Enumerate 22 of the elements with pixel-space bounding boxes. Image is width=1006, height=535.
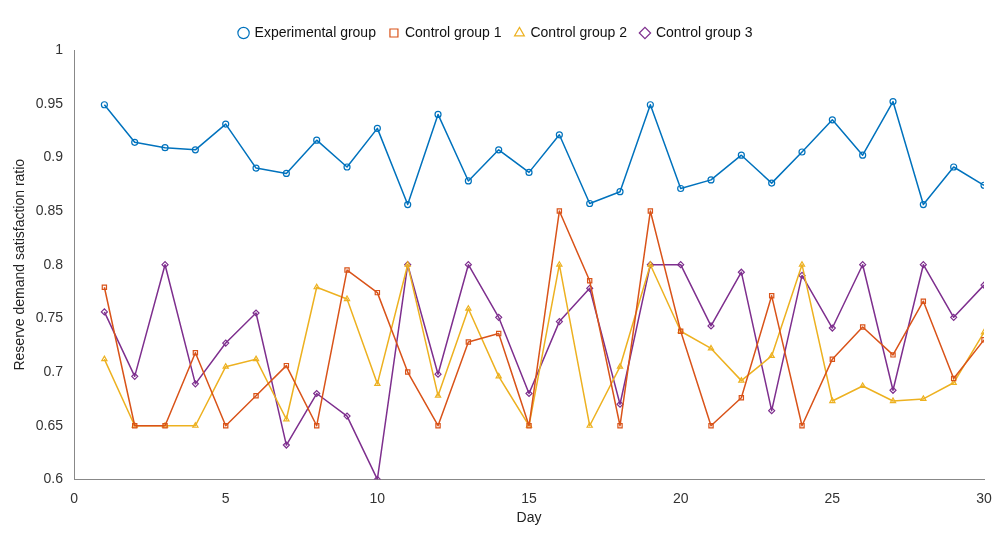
x-tick-label: 15 xyxy=(521,489,538,506)
x-axis-title: Day xyxy=(516,509,542,526)
x-tick-label: 20 xyxy=(672,489,689,506)
legend-label: Control group 2 xyxy=(530,23,628,40)
x-tick-label: 5 xyxy=(221,489,230,506)
y-tick-label: 1 xyxy=(55,40,64,57)
y-tick-label: 0.85 xyxy=(35,201,64,218)
y-tick-label: 0.75 xyxy=(35,309,64,326)
y-tick-label: 0.95 xyxy=(35,94,64,111)
legend-label: Control group 3 xyxy=(655,23,753,40)
x-tick-label: 0 xyxy=(70,489,79,506)
x-tick-label: 10 xyxy=(369,489,386,506)
x-tick-label: 25 xyxy=(824,489,841,506)
y-tick-label: 0.7 xyxy=(43,362,64,379)
x-tick-label: 30 xyxy=(976,489,992,506)
legend-label: Experimental group xyxy=(254,23,377,40)
y-axis-title: Reserve demand satisfaction ratio xyxy=(11,158,28,371)
y-tick-label: 0.6 xyxy=(43,470,64,487)
y-tick-label: 0.65 xyxy=(35,416,64,433)
y-tick-label: 0.9 xyxy=(43,148,64,165)
legend-label: Control group 1 xyxy=(404,23,502,40)
y-tick-label: 0.8 xyxy=(43,255,64,272)
